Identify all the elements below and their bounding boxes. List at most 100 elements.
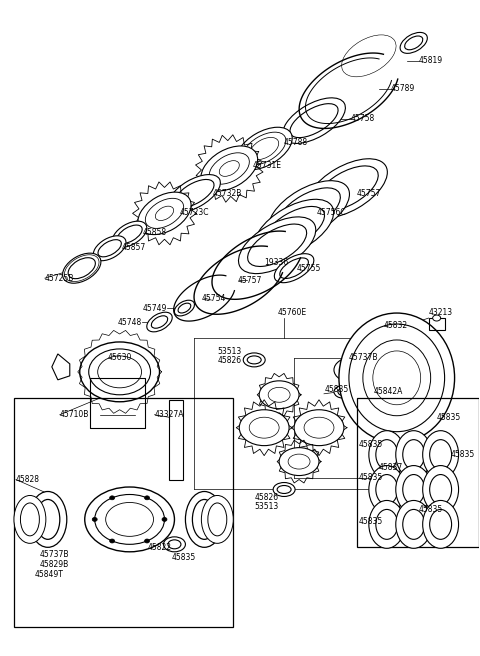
Ellipse shape xyxy=(93,236,126,260)
Text: 45737B: 45737B xyxy=(349,354,378,362)
Ellipse shape xyxy=(288,454,310,469)
Ellipse shape xyxy=(339,313,455,443)
Ellipse shape xyxy=(89,349,151,395)
Bar xyxy=(14,398,233,627)
Ellipse shape xyxy=(29,491,67,547)
Ellipse shape xyxy=(145,198,184,228)
Text: 53513: 53513 xyxy=(254,502,278,511)
Ellipse shape xyxy=(95,495,165,544)
Text: 45826: 45826 xyxy=(254,493,278,502)
Ellipse shape xyxy=(343,36,395,76)
Bar xyxy=(357,398,479,547)
Text: 45732B: 45732B xyxy=(212,189,242,198)
Text: 45826: 45826 xyxy=(217,356,241,365)
Text: 45788: 45788 xyxy=(284,138,308,147)
Ellipse shape xyxy=(144,496,150,500)
Ellipse shape xyxy=(185,491,223,547)
Ellipse shape xyxy=(144,539,150,543)
Ellipse shape xyxy=(273,483,295,497)
Ellipse shape xyxy=(396,501,432,548)
Ellipse shape xyxy=(62,253,101,283)
Text: 45748: 45748 xyxy=(117,318,142,327)
Ellipse shape xyxy=(162,518,167,522)
Bar xyxy=(90,378,144,428)
Text: 45760E: 45760E xyxy=(277,308,306,317)
Ellipse shape xyxy=(254,199,334,257)
Ellipse shape xyxy=(349,324,444,432)
Ellipse shape xyxy=(369,431,405,478)
Ellipse shape xyxy=(432,315,441,321)
Text: 45835: 45835 xyxy=(359,473,383,482)
Ellipse shape xyxy=(243,353,265,367)
Ellipse shape xyxy=(168,174,220,213)
Bar xyxy=(169,400,183,480)
Ellipse shape xyxy=(400,32,427,53)
Ellipse shape xyxy=(396,466,432,514)
Ellipse shape xyxy=(423,466,458,514)
Text: 45849T: 45849T xyxy=(35,569,64,579)
Ellipse shape xyxy=(80,342,159,401)
Text: 45837: 45837 xyxy=(379,463,403,472)
Text: 45835: 45835 xyxy=(325,385,349,394)
Text: 45858: 45858 xyxy=(143,228,167,237)
Ellipse shape xyxy=(138,192,191,235)
Ellipse shape xyxy=(423,501,458,548)
Text: 45757: 45757 xyxy=(357,189,381,198)
Bar xyxy=(429,318,444,330)
Text: 45819: 45819 xyxy=(419,56,443,66)
Ellipse shape xyxy=(147,312,172,332)
Text: 45710B: 45710B xyxy=(60,410,89,419)
Text: 45756C: 45756C xyxy=(317,208,347,217)
Ellipse shape xyxy=(242,132,286,165)
Ellipse shape xyxy=(283,98,346,144)
Text: 53513: 53513 xyxy=(217,348,241,356)
Text: 45737B: 45737B xyxy=(40,550,70,559)
Text: 45754: 45754 xyxy=(202,294,226,302)
Text: 45835: 45835 xyxy=(419,505,443,514)
Ellipse shape xyxy=(269,180,349,240)
Text: 45755: 45755 xyxy=(297,264,322,273)
Ellipse shape xyxy=(174,300,194,316)
Text: 45731E: 45731E xyxy=(252,161,281,170)
Ellipse shape xyxy=(201,146,258,191)
Text: 45789: 45789 xyxy=(391,84,415,93)
Text: 43327A: 43327A xyxy=(155,410,184,419)
Ellipse shape xyxy=(202,495,233,543)
Ellipse shape xyxy=(259,381,299,409)
Polygon shape xyxy=(52,354,70,380)
Ellipse shape xyxy=(334,357,374,383)
Ellipse shape xyxy=(209,153,249,184)
Text: 45829B: 45829B xyxy=(40,560,69,569)
Ellipse shape xyxy=(274,254,314,283)
Ellipse shape xyxy=(294,410,344,445)
Ellipse shape xyxy=(334,385,354,398)
Ellipse shape xyxy=(109,539,115,543)
Text: 19336: 19336 xyxy=(264,258,288,267)
Ellipse shape xyxy=(109,496,115,500)
Ellipse shape xyxy=(342,35,396,77)
Text: 45749: 45749 xyxy=(143,304,168,312)
Ellipse shape xyxy=(112,221,147,247)
Text: 45757: 45757 xyxy=(237,276,262,285)
Ellipse shape xyxy=(164,537,185,552)
Text: 45630: 45630 xyxy=(108,354,132,362)
Text: 45857: 45857 xyxy=(121,243,146,252)
Ellipse shape xyxy=(396,431,432,478)
Text: 45835: 45835 xyxy=(437,413,461,422)
Text: 45835: 45835 xyxy=(451,450,475,459)
Text: 45842A: 45842A xyxy=(374,387,403,396)
Ellipse shape xyxy=(239,217,316,274)
Ellipse shape xyxy=(279,447,319,476)
Ellipse shape xyxy=(14,495,46,543)
Text: 45832: 45832 xyxy=(384,321,408,329)
Text: 45835: 45835 xyxy=(359,517,383,526)
Ellipse shape xyxy=(369,466,405,514)
Ellipse shape xyxy=(92,518,97,522)
Ellipse shape xyxy=(249,417,279,438)
Ellipse shape xyxy=(307,159,387,218)
Text: 45822: 45822 xyxy=(147,543,171,552)
Text: 43213: 43213 xyxy=(429,308,453,317)
Ellipse shape xyxy=(363,340,431,416)
Ellipse shape xyxy=(236,127,292,170)
Text: 45835: 45835 xyxy=(359,440,383,449)
